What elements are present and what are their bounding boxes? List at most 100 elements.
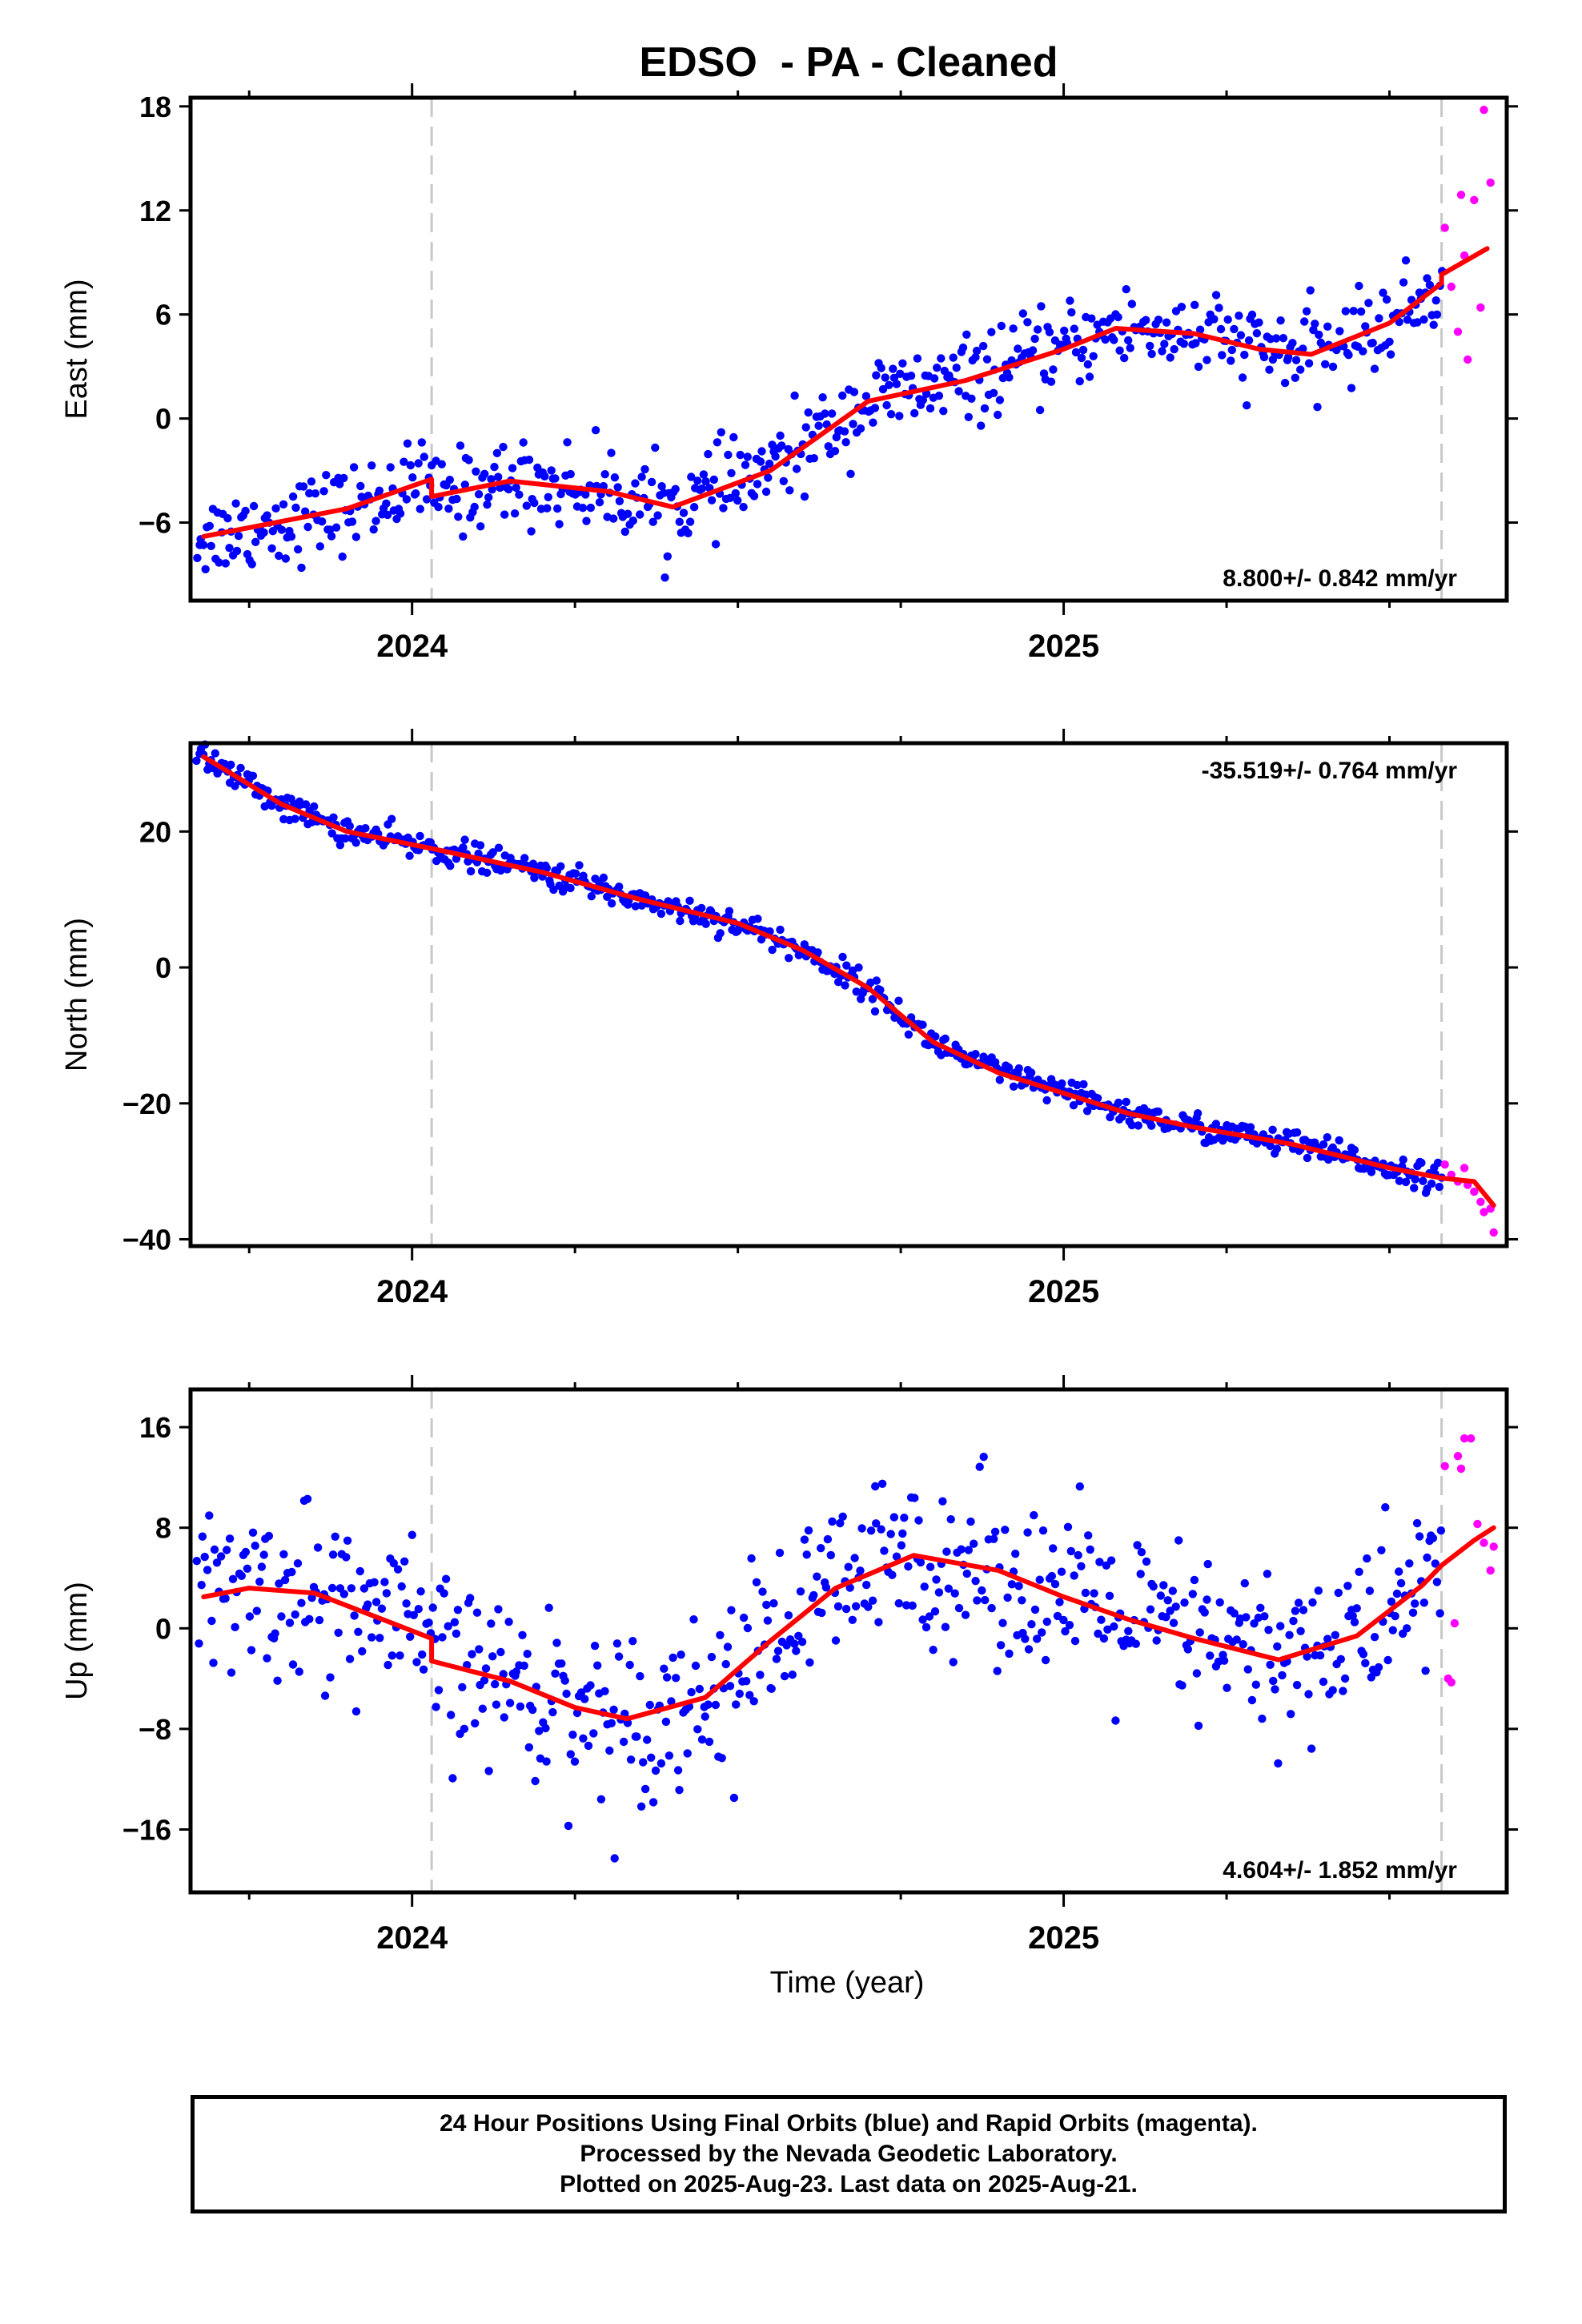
final-point — [459, 843, 468, 852]
final-point — [1103, 1625, 1112, 1634]
final-point — [1291, 356, 1301, 364]
final-point — [1243, 1665, 1253, 1674]
final-point — [345, 822, 354, 830]
final-point — [200, 1552, 209, 1562]
final-point — [1264, 1626, 1273, 1634]
final-point — [675, 517, 684, 526]
final-point — [544, 493, 552, 501]
final-point — [1395, 1176, 1404, 1185]
rapid-points — [1440, 1434, 1498, 1687]
final-point — [1134, 1121, 1143, 1130]
final-point — [1154, 316, 1163, 324]
final-point — [472, 467, 480, 476]
final-point — [1127, 1120, 1137, 1130]
caption-line-1: 24 Hour Positions Using Final Orbits (bl… — [440, 2110, 1258, 2137]
final-point — [669, 1653, 677, 1663]
final-point — [896, 369, 905, 378]
final-point — [689, 503, 699, 512]
final-point — [416, 505, 424, 513]
final-point — [1259, 352, 1269, 362]
final-point — [1014, 344, 1022, 353]
final-point — [1285, 1630, 1294, 1639]
rapid-point — [1460, 1434, 1469, 1443]
final-point — [1059, 1615, 1068, 1625]
final-point — [610, 1854, 619, 1863]
final-points — [192, 1453, 1446, 1863]
final-point — [1122, 285, 1130, 294]
final-point — [838, 391, 847, 400]
final-point — [1247, 310, 1257, 320]
final-point — [500, 1713, 508, 1722]
final-point — [474, 490, 484, 499]
final-point — [1239, 1640, 1247, 1649]
final-point — [339, 1590, 348, 1598]
final-point — [1386, 350, 1395, 359]
final-point — [1242, 1613, 1251, 1622]
final-point — [259, 1550, 268, 1559]
final-point — [1162, 1613, 1170, 1622]
final-point — [801, 423, 810, 432]
rapid-point — [1460, 1164, 1469, 1172]
final-point — [1344, 351, 1353, 360]
final-point — [293, 1559, 303, 1568]
final-point — [886, 1530, 895, 1538]
final-point — [416, 831, 424, 841]
final-point — [796, 1587, 805, 1596]
final-point — [805, 1658, 814, 1667]
final-point — [636, 510, 644, 519]
final-point — [1047, 1571, 1057, 1581]
final-point — [914, 1516, 923, 1525]
final-point — [665, 1751, 674, 1760]
final-point — [236, 763, 245, 773]
final-point — [1180, 1598, 1189, 1607]
y-axis-label: North (mm) — [60, 918, 94, 1072]
final-point — [942, 1547, 951, 1556]
final-point — [826, 1550, 836, 1560]
final-point — [1223, 315, 1232, 324]
final-point — [866, 1526, 876, 1535]
rapid-point — [1453, 1452, 1463, 1461]
final-point — [856, 1566, 865, 1575]
final-point — [310, 802, 319, 811]
final-point — [765, 459, 774, 468]
model-line — [201, 754, 1496, 1208]
final-point — [1001, 1526, 1010, 1534]
final-point — [560, 1676, 569, 1685]
final-point — [643, 1735, 652, 1744]
final-point — [763, 1616, 773, 1625]
final-point — [954, 1603, 964, 1613]
final-point — [400, 457, 408, 466]
final-point — [1319, 1140, 1328, 1149]
final-point — [994, 410, 1002, 420]
final-point — [741, 460, 750, 469]
final-point — [1421, 1667, 1430, 1675]
final-point — [1364, 299, 1373, 308]
final-point — [1219, 1656, 1229, 1665]
final-point — [861, 392, 871, 400]
final-point — [255, 1577, 264, 1586]
final-point — [667, 1697, 676, 1706]
rapid-point — [1476, 1197, 1485, 1207]
final-point — [840, 427, 849, 436]
final-point — [717, 428, 725, 436]
x-axis-label: Time (year) — [770, 1966, 925, 2000]
rapid-point — [1480, 1538, 1488, 1547]
final-point — [1382, 295, 1391, 304]
final-point — [382, 1589, 391, 1598]
final-point — [520, 854, 529, 862]
final-point — [475, 1645, 484, 1654]
final-point — [356, 481, 365, 491]
final-point — [775, 1548, 785, 1558]
final-point — [639, 1758, 648, 1767]
final-point — [1027, 1620, 1036, 1629]
y-tick-label: 0 — [155, 1612, 171, 1645]
final-point — [492, 1700, 501, 1709]
final-point — [536, 1754, 545, 1763]
final-point — [987, 328, 996, 336]
final-point — [1195, 1628, 1204, 1637]
final-point — [331, 523, 341, 532]
final-point — [460, 480, 469, 489]
final-point — [1302, 307, 1311, 316]
final-point — [624, 509, 632, 518]
final-point — [1033, 325, 1042, 334]
